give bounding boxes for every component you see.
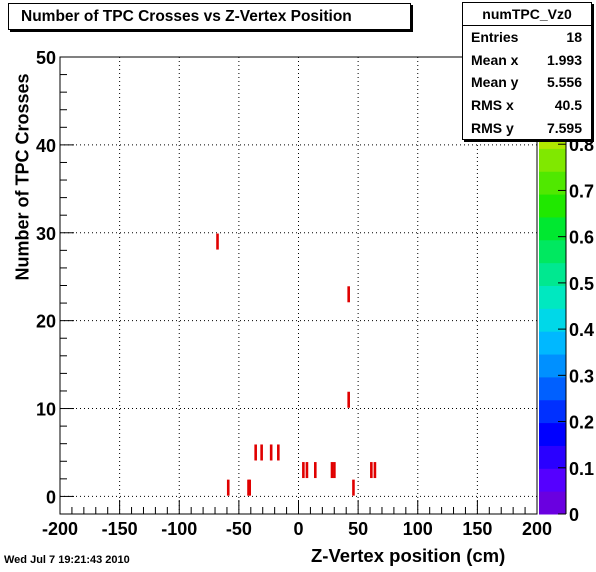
colorbar-segment bbox=[539, 194, 566, 218]
stats-label: Mean y bbox=[471, 74, 519, 91]
stats-row-rms-x: RMS x 40.5 bbox=[463, 94, 591, 117]
y-tick-label: 30 bbox=[36, 224, 56, 244]
colorbar-segment bbox=[539, 376, 566, 401]
x-tick-label: -100 bbox=[161, 519, 197, 539]
data-point bbox=[305, 462, 309, 479]
axes: -200 -150 -100 -50 0 50 100 150 200 0 10 20 30 40 50 bbox=[36, 48, 552, 539]
stats-row-rms-y: RMS y 7.595 bbox=[463, 116, 591, 139]
x-tick-label: 50 bbox=[348, 519, 368, 539]
x-tick-label: 0 bbox=[293, 519, 303, 539]
colorbar-segment bbox=[539, 491, 566, 515]
data-point bbox=[302, 462, 305, 479]
colorbar-segment bbox=[539, 354, 566, 378]
stats-label: RMS y bbox=[471, 119, 514, 136]
stats-value: 18 bbox=[566, 29, 582, 46]
grid bbox=[60, 57, 537, 514]
stats-value: 5.556 bbox=[546, 74, 582, 91]
colorbar-segment bbox=[539, 468, 566, 492]
stats-label: RMS x bbox=[471, 97, 514, 114]
x-tick-label: -200 bbox=[42, 519, 78, 539]
stats-row-mean-y: Mean y 5.556 bbox=[463, 71, 591, 94]
colorbar-segment bbox=[539, 171, 566, 195]
y-tick-label: 50 bbox=[36, 48, 56, 68]
colorbar-segment bbox=[539, 331, 566, 355]
data-point bbox=[347, 391, 350, 408]
data-point bbox=[226, 479, 230, 496]
colorbar-segment bbox=[539, 285, 566, 309]
data-point bbox=[269, 444, 273, 461]
data-point bbox=[254, 444, 257, 461]
colorbar-segment bbox=[539, 445, 566, 469]
stats-value: 40.5 bbox=[554, 97, 582, 114]
stats-name: numTPC_Vz0 bbox=[463, 3, 591, 26]
stats-value: 7.595 bbox=[546, 119, 582, 136]
x-axis-label: Z-Vertex position (cm) bbox=[311, 545, 506, 566]
chart-title-text: Number of TPC Crosses vs Z-Vertex Positi… bbox=[21, 7, 352, 25]
data-point bbox=[248, 479, 252, 496]
colorbar-segment bbox=[539, 399, 566, 424]
datestamp: Wed Jul 7 19:21:43 2010 bbox=[4, 554, 130, 566]
colorbar-tick-label: 0.3 bbox=[569, 366, 594, 386]
colorbar-segment bbox=[539, 262, 566, 286]
colorbar-segment bbox=[539, 308, 566, 332]
chart-title: Number of TPC Crosses vs Z-Vertex Positi… bbox=[8, 3, 411, 30]
y-axis-label: Number of TPC Crosses bbox=[12, 73, 33, 281]
y-tick-label: 40 bbox=[36, 136, 56, 156]
colorbar-tick-label: 0 bbox=[569, 505, 579, 525]
colorbar-tick-label: 0.5 bbox=[569, 274, 594, 294]
data-point bbox=[313, 462, 317, 479]
y-tick-label: 20 bbox=[36, 312, 56, 332]
stats-row-mean-x: Mean x 1.993 bbox=[463, 49, 591, 72]
colorbar-segment bbox=[539, 216, 566, 241]
stats-label: Mean x bbox=[471, 51, 519, 68]
colorbar-tick-label: 0.6 bbox=[569, 228, 594, 248]
data-point bbox=[352, 479, 355, 496]
data-point bbox=[333, 462, 336, 479]
data-point bbox=[373, 462, 377, 479]
colorbar-tick-label: 0.8 bbox=[569, 135, 594, 155]
x-tick-label: 100 bbox=[403, 519, 433, 539]
data-point bbox=[216, 233, 219, 250]
colorbar-tick-label: 0.7 bbox=[569, 181, 594, 201]
data-point bbox=[330, 462, 334, 479]
colorbar-segment bbox=[539, 148, 566, 172]
colorbar-segment bbox=[539, 422, 566, 446]
stats-row-entries: Entries 18 bbox=[463, 26, 591, 49]
x-tick-label: 200 bbox=[522, 519, 552, 539]
data-point bbox=[347, 286, 350, 303]
colorbar-segment bbox=[539, 239, 566, 264]
x-tick-label: -150 bbox=[102, 519, 138, 539]
stats-value: 1.993 bbox=[546, 51, 582, 68]
stats-box: numTPC_Vz0 Entries 18 Mean x 1.993 Mean … bbox=[462, 2, 592, 140]
x-tick-label: 150 bbox=[462, 519, 492, 539]
data-points bbox=[216, 233, 377, 496]
data-point bbox=[370, 462, 373, 479]
colorbar-tick-label: 0.4 bbox=[569, 320, 594, 340]
stats-label: Entries bbox=[471, 29, 519, 46]
data-point bbox=[277, 444, 280, 461]
x-tick-label: -50 bbox=[226, 519, 252, 539]
data-point bbox=[260, 444, 263, 461]
colorbar-tick-label: 0.2 bbox=[569, 413, 594, 433]
colorbar-tick-label: 0.1 bbox=[569, 459, 594, 479]
y-tick-label: 10 bbox=[36, 400, 56, 420]
y-tick-label: 0 bbox=[46, 487, 56, 507]
